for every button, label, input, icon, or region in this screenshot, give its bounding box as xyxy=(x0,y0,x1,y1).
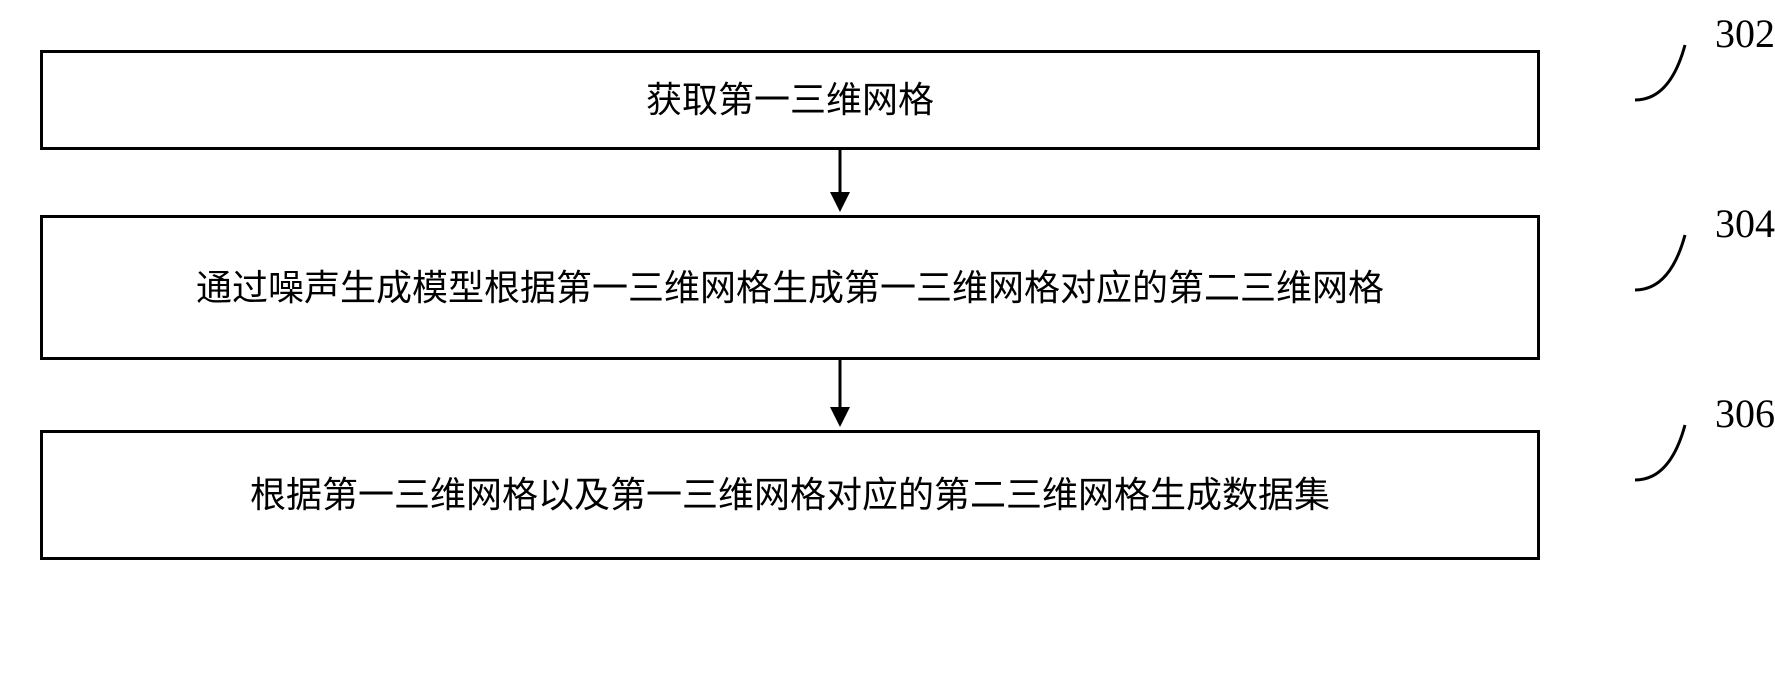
label-curve-302 xyxy=(1630,40,1720,110)
step-label-306: 306 xyxy=(1715,390,1775,437)
step-label-text: 302 xyxy=(1715,11,1775,56)
flow-box-text-306: 根据第一三维网格以及第一三维网格对应的第二三维网格生成数据集 xyxy=(250,468,1330,522)
step-label-text: 306 xyxy=(1715,391,1775,436)
step-label-302: 302 xyxy=(1715,10,1775,57)
flow-box-306: 根据第一三维网格以及第一三维网格对应的第二三维网格生成数据集 xyxy=(40,430,1540,560)
label-curve-306 xyxy=(1630,420,1720,490)
label-curve-304 xyxy=(1630,230,1720,300)
step-label-text: 304 xyxy=(1715,201,1775,246)
flow-box-304: 通过噪声生成模型根据第一三维网格生成第一三维网格对应的第二三维网格 xyxy=(40,215,1540,360)
flow-box-302: 获取第一三维网格 xyxy=(40,50,1540,150)
flow-box-text-304: 通过噪声生成模型根据第一三维网格生成第一三维网格对应的第二三维网格 xyxy=(196,261,1384,315)
step-label-304: 304 xyxy=(1715,200,1775,247)
flowchart-container: 302 获取第一三维网格 304 通过噪声生成模型根据第一三维网格生成第一三维网… xyxy=(40,50,1640,560)
connector-1 xyxy=(820,150,860,215)
connector-2 xyxy=(820,360,860,430)
flow-box-text-302: 获取第一三维网格 xyxy=(646,73,934,127)
